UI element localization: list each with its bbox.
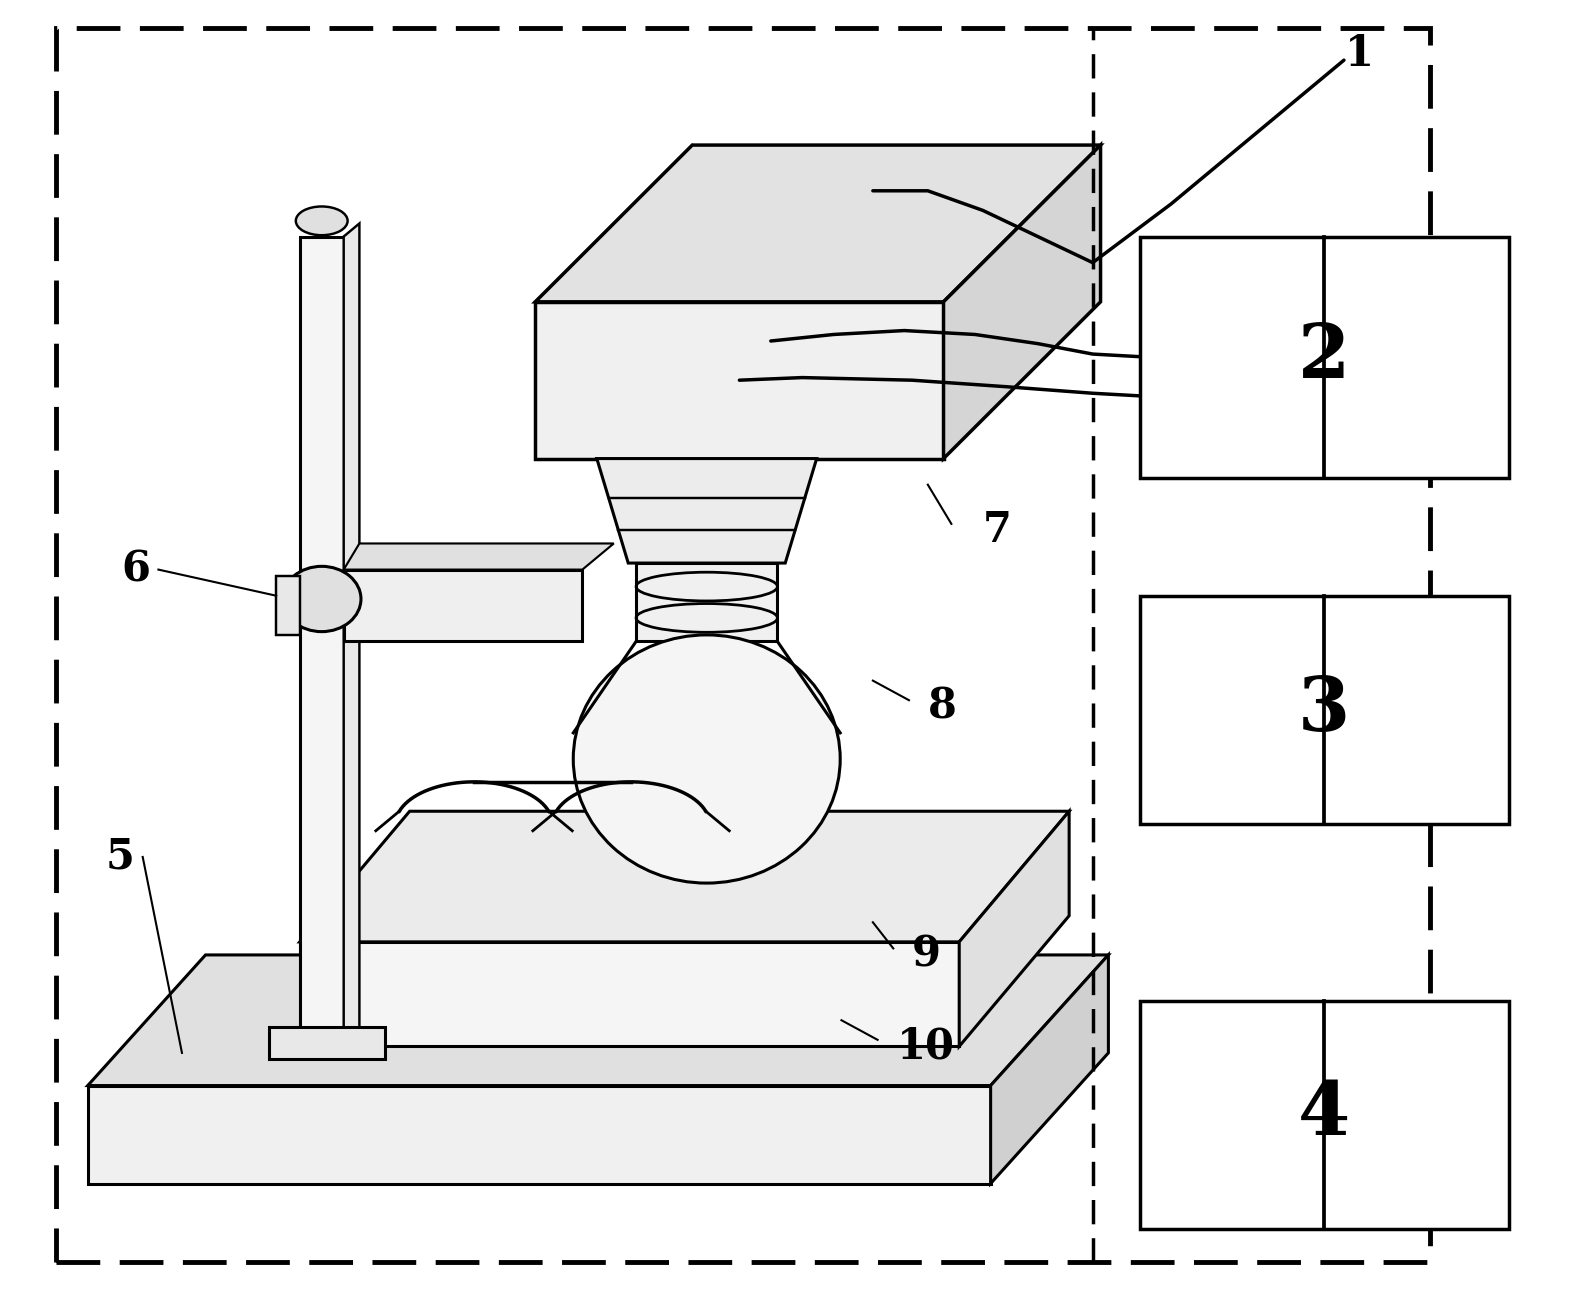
Ellipse shape <box>573 635 840 884</box>
Text: 3: 3 <box>1298 674 1350 746</box>
Polygon shape <box>960 812 1070 1046</box>
Text: 4: 4 <box>1298 1079 1351 1152</box>
Polygon shape <box>343 569 582 641</box>
Text: 1: 1 <box>1345 33 1375 75</box>
Polygon shape <box>991 956 1109 1183</box>
Ellipse shape <box>296 207 348 236</box>
Text: 7: 7 <box>983 509 1011 551</box>
Polygon shape <box>343 543 613 569</box>
Polygon shape <box>343 224 359 1052</box>
Polygon shape <box>88 1085 991 1183</box>
FancyBboxPatch shape <box>57 27 1430 1262</box>
FancyBboxPatch shape <box>635 563 777 641</box>
Text: 8: 8 <box>928 686 956 728</box>
Polygon shape <box>535 145 1101 302</box>
Polygon shape <box>300 812 1070 942</box>
Polygon shape <box>596 458 816 563</box>
FancyBboxPatch shape <box>1140 596 1509 825</box>
FancyBboxPatch shape <box>1140 1000 1509 1229</box>
Text: 2: 2 <box>1298 321 1351 394</box>
Text: 9: 9 <box>912 933 941 977</box>
Polygon shape <box>535 302 944 458</box>
Text: 5: 5 <box>105 836 135 878</box>
Circle shape <box>283 567 360 632</box>
Polygon shape <box>944 145 1101 458</box>
Polygon shape <box>300 942 960 1046</box>
Polygon shape <box>277 576 300 635</box>
Polygon shape <box>300 237 343 1052</box>
FancyBboxPatch shape <box>1140 237 1509 478</box>
Text: 10: 10 <box>897 1025 955 1067</box>
Polygon shape <box>88 956 1109 1085</box>
Text: 6: 6 <box>121 548 151 590</box>
Polygon shape <box>269 1026 384 1059</box>
